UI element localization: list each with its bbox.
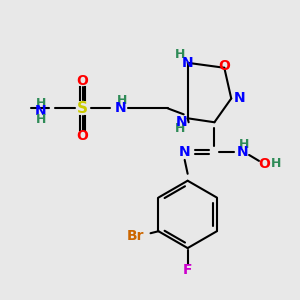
Text: N: N (182, 56, 194, 70)
Text: N: N (35, 104, 47, 118)
Text: N: N (115, 101, 126, 116)
Text: H: H (239, 138, 249, 151)
Text: N: N (176, 115, 188, 129)
Text: O: O (77, 129, 88, 143)
Text: O: O (218, 59, 230, 73)
Text: H: H (117, 94, 128, 107)
Text: H: H (175, 48, 185, 62)
Text: O: O (258, 157, 270, 171)
Text: N: N (233, 92, 245, 106)
Text: N: N (236, 145, 248, 159)
Text: O: O (77, 74, 88, 88)
Text: F: F (183, 263, 192, 277)
Text: H: H (175, 122, 185, 135)
Text: Br: Br (127, 229, 144, 243)
Text: H: H (36, 97, 46, 110)
Text: N: N (179, 145, 190, 159)
Text: H: H (36, 113, 46, 126)
Text: S: S (77, 101, 88, 116)
Text: H: H (271, 158, 281, 170)
